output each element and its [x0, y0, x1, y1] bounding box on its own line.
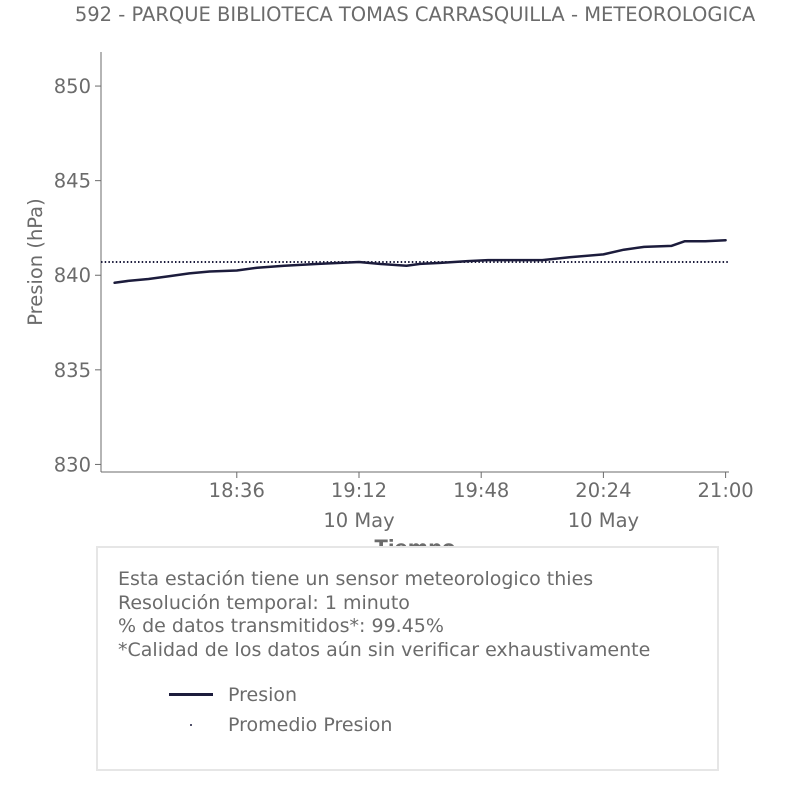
- info-line-quality: *Calidad de los datos aún sin verificar …: [118, 638, 651, 661]
- info-box: Esta estación tiene un sensor meteorolog…: [96, 546, 719, 771]
- x-tick-sublabel: 10 May: [323, 509, 394, 532]
- legend-swatch-dotted-line: [168, 710, 228, 740]
- series-line-presion: [113, 238, 727, 285]
- x-tick-label: 19:48: [453, 479, 509, 502]
- info-line-resolution: Resolución temporal: 1 minuto: [118, 591, 410, 614]
- legend-label-presion: Presion: [228, 684, 298, 706]
- x-tick-sublabel: 10 May: [568, 509, 639, 532]
- y-tick-label: 845: [54, 170, 91, 193]
- x-tick-label: 21:00: [698, 479, 754, 502]
- x-tick-label: 20:24: [575, 479, 631, 502]
- legend-item-presion: Presion: [168, 680, 392, 710]
- info-line-sensor: Esta estación tiene un sensor meteorolog…: [118, 568, 594, 590]
- chart-title: 592 - PARQUE BIBLIOTECA TOMAS CARRASQUIL…: [75, 3, 756, 26]
- y-tick-label: 850: [54, 75, 91, 98]
- x-tick-label: 18:36: [209, 479, 265, 502]
- info-line-transmitted: % de datos transmitidos*: 99.45%: [118, 615, 444, 637]
- x-tick-label: 19:12: [331, 479, 387, 502]
- legend-swatch-solid-line: [168, 680, 228, 710]
- y-tick-label: 835: [54, 359, 91, 382]
- legend-label-promedio: Promedio Presion: [228, 714, 393, 736]
- y-axis-label: Presion (hPa): [24, 198, 47, 325]
- y-tick-label: 840: [54, 264, 91, 287]
- legend-item-promedio: Promedio Presion: [168, 710, 392, 740]
- chart-legend: Presion Promedio Presion: [168, 680, 392, 740]
- y-tick-label: 830: [54, 453, 91, 476]
- station-info: Esta estación tiene un sensor meteorolog…: [118, 568, 650, 662]
